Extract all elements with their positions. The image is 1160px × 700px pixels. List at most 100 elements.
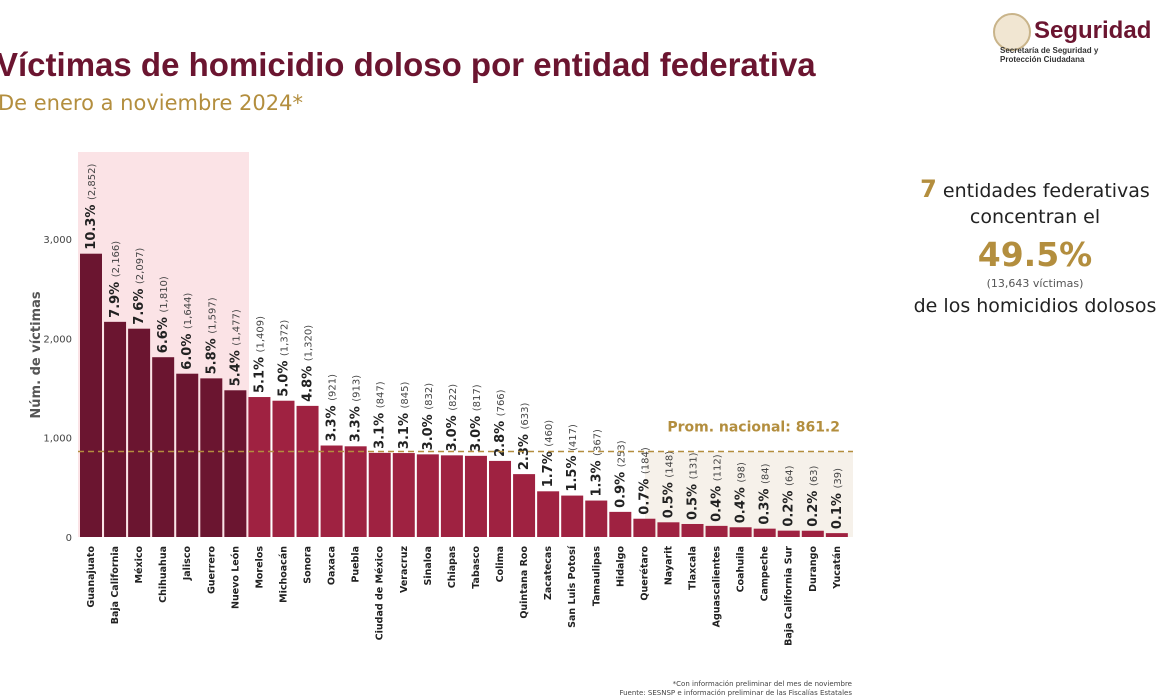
count-label: (131) (689, 452, 700, 479)
percent-label: 3.0% (469, 411, 484, 452)
count-label: (184) (640, 447, 651, 474)
x-axis-labels: Guanajuato Baja California México Chihuahua… (86, 545, 843, 646)
side-line-3: de los homicidios dolosos (914, 295, 1157, 317)
bar-value-label: 3.0% (822) (445, 384, 460, 452)
bar-value-label: 3.3% (921) (325, 374, 340, 442)
coat-of-arms-icon (993, 13, 1031, 51)
category-label: Morelos (254, 546, 265, 589)
count-label: (1,477) (231, 309, 242, 346)
percent-label: 3.0% (421, 410, 436, 451)
bar (633, 518, 656, 537)
category-label: Nayarit (663, 546, 674, 586)
logo-subtitle: Secretaría de Seguridad y Protección Ciud… (1000, 46, 1099, 64)
category-label: Coahuila (736, 546, 747, 592)
bar-value-label: 0.2% (63) (806, 466, 821, 527)
bar-value-label: 3.1% (847) (373, 381, 388, 449)
bar (609, 511, 632, 537)
category-label: Tlaxcala (688, 546, 699, 590)
category-label: Tamaulipas (591, 546, 602, 606)
percent-label: 3.0% (445, 411, 460, 452)
bar-value-label: 3.1% (845) (397, 381, 412, 449)
percent-label: 5.1% (252, 352, 267, 393)
category-label: Quintana Roo (519, 546, 530, 619)
bar (392, 453, 415, 537)
category-label: Guerrero (206, 546, 217, 595)
category-label: Ciudad de México (375, 546, 386, 641)
count-label: (460) (544, 420, 555, 447)
page-subtitle: De enero a noviembre 2024* (0, 91, 303, 115)
bar-value-label: 0.4% (112) (710, 454, 725, 522)
count-label: (1,597) (207, 297, 218, 334)
count-label: (633) (520, 403, 531, 430)
count-label: (921) (328, 374, 339, 401)
bar-value-label: 6.6% (1,810) (156, 276, 171, 353)
category-label: Nuevo León (230, 546, 241, 609)
percent-label: 6.6% (156, 313, 171, 354)
count-label: (39) (833, 468, 844, 489)
footnote-2: Fuente: SESNSP e información preliminar … (619, 689, 852, 697)
count-label: (1,810) (159, 276, 170, 313)
percent-label: 0.4% (734, 483, 749, 524)
bar-value-label: 0.7% (184) (637, 447, 652, 515)
bar-value-label: 5.4% (1,477) (228, 309, 243, 386)
count-label: (913) (352, 375, 363, 402)
category-label: Zacatecas (543, 546, 554, 600)
count-label: (112) (713, 454, 724, 481)
count-label: (1,372) (279, 320, 290, 357)
category-label: Querétaro (639, 546, 650, 601)
bar-value-label: 5.8% (1,597) (204, 297, 219, 374)
category-label: Michoacán (278, 546, 289, 603)
bar-value-label: 2.3% (633) (517, 403, 532, 471)
bar-value-label: 0.3% (84) (758, 463, 773, 524)
bar (464, 455, 487, 537)
bar-value-label: 0.2% (64) (782, 465, 797, 526)
bar (585, 500, 608, 537)
category-label: Hidalgo (615, 546, 626, 587)
bar (489, 460, 512, 537)
side-victims: (13,643 víctimas) (987, 277, 1084, 290)
percent-label: 3.3% (349, 402, 364, 443)
bar (368, 452, 391, 537)
y-tick-label: 3,000 (43, 235, 72, 246)
side-line-2: concentran el (970, 206, 1100, 228)
category-label: Sinaloa (423, 546, 434, 585)
bar (104, 321, 127, 537)
bar (537, 491, 560, 537)
bar-value-label: 3.3% (913) (349, 375, 364, 443)
side-panel: 7 entidades federativas concentran el 49… (914, 175, 1157, 317)
percent-label: 3.1% (397, 408, 412, 449)
y-tick-label: 1,000 (43, 434, 72, 445)
percent-label: 0.1% (830, 489, 845, 530)
bar (152, 357, 175, 537)
category-label: Colima (495, 546, 506, 582)
category-label: Veracruz (399, 546, 410, 593)
logo: Seguridad Secretaría de Seguridad y Prote… (993, 13, 1151, 64)
count-label: (822) (448, 384, 459, 411)
bar (513, 474, 536, 537)
side-line-1-text: entidades federativas (937, 180, 1150, 202)
bar-value-label: 0.1% (39) (830, 468, 845, 529)
percent-label: 0.7% (637, 474, 652, 515)
percent-label: 2.8% (493, 416, 508, 457)
bar (681, 523, 704, 537)
count-label: (98) (737, 462, 748, 483)
percent-label: 5.4% (228, 346, 243, 387)
count-label: (1,320) (304, 325, 315, 362)
bar-value-label: 2.8% (766) (493, 389, 508, 457)
category-label: Yucatán (832, 546, 843, 590)
y-axis-label: Núm. de víctimas (29, 291, 44, 418)
percent-label: 7.9% (108, 277, 123, 318)
category-label: Campeche (760, 546, 771, 601)
bar-value-label: 7.9% (2,166) (108, 241, 123, 318)
count-label: (148) (664, 451, 675, 478)
y-axis-ticks: 0 1,000 2,000 3,000 (43, 235, 72, 544)
count-label: (367) (592, 429, 603, 456)
category-label: Durango (808, 546, 819, 592)
bar-value-label: 3.0% (832) (421, 383, 436, 451)
bar (200, 378, 223, 537)
bar (176, 373, 199, 537)
count-label: (63) (809, 466, 820, 487)
bar (272, 400, 295, 537)
count-label: (1,409) (255, 316, 266, 353)
